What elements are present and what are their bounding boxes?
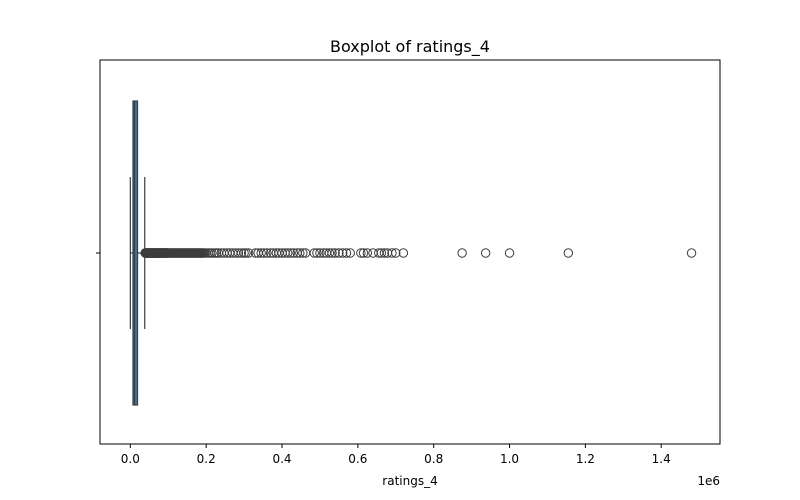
outlier-point xyxy=(341,248,352,258)
outlier-point xyxy=(457,248,467,258)
x-tick-label: 1.0 xyxy=(500,452,519,466)
outlier-point xyxy=(285,248,296,258)
outlier-point xyxy=(337,248,348,258)
outlier-point xyxy=(207,248,217,258)
x-tick-label: 1.2 xyxy=(576,452,595,466)
outlier-point xyxy=(312,248,322,258)
outlier-point xyxy=(563,248,574,258)
x-axis-offset-label: 1e6 xyxy=(697,474,720,488)
outlier-point xyxy=(259,248,269,258)
x-axis-label: ratings_4 xyxy=(382,474,437,488)
outlier-point xyxy=(315,248,325,258)
outlier-point xyxy=(387,248,397,258)
outlier-point xyxy=(358,248,369,258)
outlier-point xyxy=(504,248,515,258)
outlier-point xyxy=(379,248,390,258)
outlier-point xyxy=(356,248,366,258)
x-tick-label: 1.4 xyxy=(652,452,671,466)
outlier-point xyxy=(686,248,697,258)
outlier-point xyxy=(309,248,319,258)
outlier-point xyxy=(362,248,373,258)
outlier-point xyxy=(330,248,340,258)
outlier-point xyxy=(298,248,308,258)
outlier-point xyxy=(334,248,344,258)
outlier-point xyxy=(233,248,244,258)
outlier-point xyxy=(236,248,247,258)
outlier-point xyxy=(243,248,254,258)
outlier-point xyxy=(241,248,251,258)
outlier-point xyxy=(345,248,355,258)
outlier-point xyxy=(327,248,337,258)
outlier-point xyxy=(256,248,266,258)
outlier-point xyxy=(288,248,299,258)
outlier-point xyxy=(398,248,409,258)
iqr-box xyxy=(132,100,139,406)
outlier-point xyxy=(480,248,491,258)
x-tick-label: 0.6 xyxy=(348,452,367,466)
outlier-point xyxy=(391,248,401,258)
x-axis-ticks: 0.0 0.2 0.4 0.6 0.8 1.0 1.2 1.4 xyxy=(121,444,671,466)
x-tick-label: 0.8 xyxy=(424,452,443,466)
outlier-point xyxy=(262,248,272,258)
x-tick-label: 0.2 xyxy=(197,452,216,466)
chart-title: Boxplot of ratings_4 xyxy=(330,37,490,57)
plot-frame xyxy=(99,59,721,445)
x-tick-label: 0.4 xyxy=(272,452,291,466)
outlier-point xyxy=(324,248,335,258)
marks-layer xyxy=(129,100,697,406)
outlier-point xyxy=(295,248,305,258)
outlier-point xyxy=(376,248,387,258)
outlier-point xyxy=(283,248,293,258)
x-tick-label: 0.0 xyxy=(121,452,140,466)
